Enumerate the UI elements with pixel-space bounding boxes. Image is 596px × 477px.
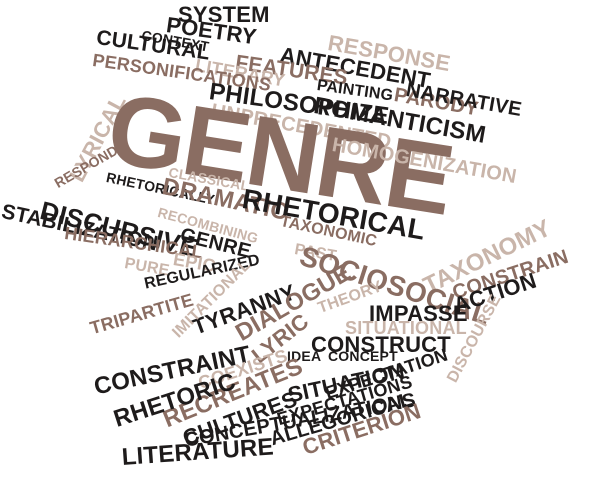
word-concept: CONCEPT	[328, 348, 398, 364]
word-situational: SITUATIONAL	[345, 318, 467, 338]
word-idea: IDEA	[287, 348, 322, 364]
word-construct: CONSTRUCT	[311, 332, 451, 357]
word-impasse: IMPASSE	[369, 301, 468, 326]
word-literature: LITERATURE	[120, 433, 275, 471]
word-system: SYSTEM	[178, 2, 270, 27]
